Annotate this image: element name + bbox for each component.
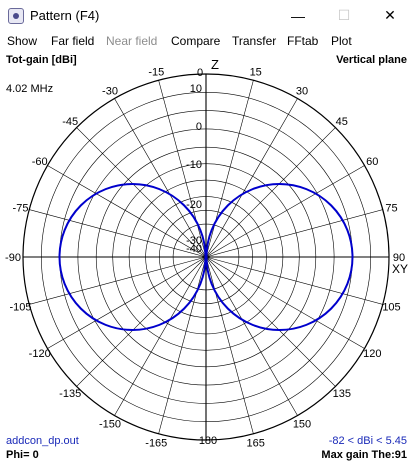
grid-spoke <box>76 127 207 258</box>
menu-compare[interactable]: Compare <box>171 34 221 48</box>
max-gain-label: Max gain The:91 <box>321 449 407 461</box>
angle-tick-label: -135 <box>59 388 81 400</box>
pattern-lobe-left <box>58 183 207 331</box>
title-bar: Pattern (F4) — ☐ ✕ <box>0 0 413 31</box>
grid-spoke <box>47 256 207 349</box>
close-button[interactable]: ✕ <box>384 7 396 23</box>
gain-tick-label: -40 <box>186 243 202 255</box>
grid-spoke <box>114 98 207 258</box>
angle-tick-label: 15 <box>250 67 262 79</box>
gain-tick-label: 10 <box>190 83 202 95</box>
angle-tick-label: -150 <box>99 418 121 430</box>
menu-far-field[interactable]: Far field <box>51 34 95 48</box>
grid-spoke <box>114 256 207 416</box>
grid-spoke <box>76 256 207 387</box>
grid-spoke <box>205 256 254 434</box>
angle-tick-label: 75 <box>385 202 397 214</box>
app-icon <box>8 8 24 24</box>
grid-spoke <box>158 80 207 258</box>
minimize-button[interactable]: — <box>291 7 305 24</box>
grid-spoke <box>47 165 207 258</box>
menu-near-field: Near field <box>106 34 158 48</box>
window-title: Pattern (F4) <box>30 8 100 23</box>
filename-label: addcon_dp.out <box>6 435 79 447</box>
menu-plot[interactable]: Plot <box>331 34 352 48</box>
gain-tick-label: -20 <box>186 199 202 211</box>
grid-spoke <box>205 165 365 258</box>
menu-transfer[interactable]: Transfer <box>232 34 277 48</box>
angle-tick-label: -120 <box>29 348 51 360</box>
angle-tick-label: 30 <box>296 86 308 98</box>
angle-tick-label: -15 <box>148 67 164 79</box>
z-axis-label: Z <box>211 57 219 72</box>
angle-tick-label: -30 <box>102 86 118 98</box>
phi-label: Phi= 0 <box>6 449 39 461</box>
grid-spoke <box>29 209 207 258</box>
menu-bar: Show Far field Near field Compare Transf… <box>0 31 413 51</box>
angle-tick-label: 180 <box>199 435 217 447</box>
angle-tick-label: -165 <box>145 438 167 450</box>
grid-spoke <box>205 256 336 387</box>
grid-spoke <box>205 256 298 416</box>
menu-show[interactable]: Show <box>7 34 38 48</box>
grid-spoke <box>158 256 207 434</box>
gain-range-label: -82 < dBi < 5.45 <box>328 435 407 447</box>
xy-axis-label: XY <box>392 262 409 276</box>
angle-tick-label: 120 <box>363 348 381 360</box>
angle-tick-label: 0 <box>197 67 203 79</box>
angle-tick-label: -105 <box>9 302 31 314</box>
angle-tick-label: 135 <box>333 388 351 400</box>
angle-tick-label: -45 <box>62 116 78 128</box>
angle-tick-label: 45 <box>336 116 348 128</box>
maximize-button: ☐ <box>337 7 351 23</box>
gain-tick-label: -10 <box>186 159 202 171</box>
polar-chart: 0 153045607590105120135150165180-165-150-… <box>5 67 405 450</box>
plane-label: Vertical plane <box>336 54 407 66</box>
gain-tick-label: -30 <box>186 235 202 247</box>
grid-spoke <box>205 256 365 349</box>
angle-tick-label: -75 <box>13 202 29 214</box>
grid-spoke <box>205 127 336 258</box>
angle-tick-label: 105 <box>382 302 400 314</box>
menu-fftab[interactable]: FFtab <box>287 34 319 48</box>
gain-tick-label: 0 <box>196 121 202 133</box>
angle-tick-label: 60 <box>366 156 378 168</box>
gain-type-label: Tot-gain [dBi] <box>6 54 77 66</box>
grid-spoke <box>205 80 254 258</box>
angle-tick-label: 150 <box>293 418 311 430</box>
grid-spoke <box>29 256 207 305</box>
grid-spoke <box>205 256 383 305</box>
polar-plot-area: 0 15 30 45 60 75 90 105 120 135 150 165 180 -165 -150-… <box>0 51 413 463</box>
frequency-label: 4.02 MHz <box>6 83 54 95</box>
angle-tick-label: -90 <box>5 252 21 264</box>
angle-tick-label: 90 <box>393 252 405 264</box>
grid-spoke <box>205 209 383 258</box>
angle-tick-label: -60 <box>32 156 48 168</box>
grid-spoke <box>205 98 298 258</box>
angle-tick-label: 165 <box>247 438 265 450</box>
